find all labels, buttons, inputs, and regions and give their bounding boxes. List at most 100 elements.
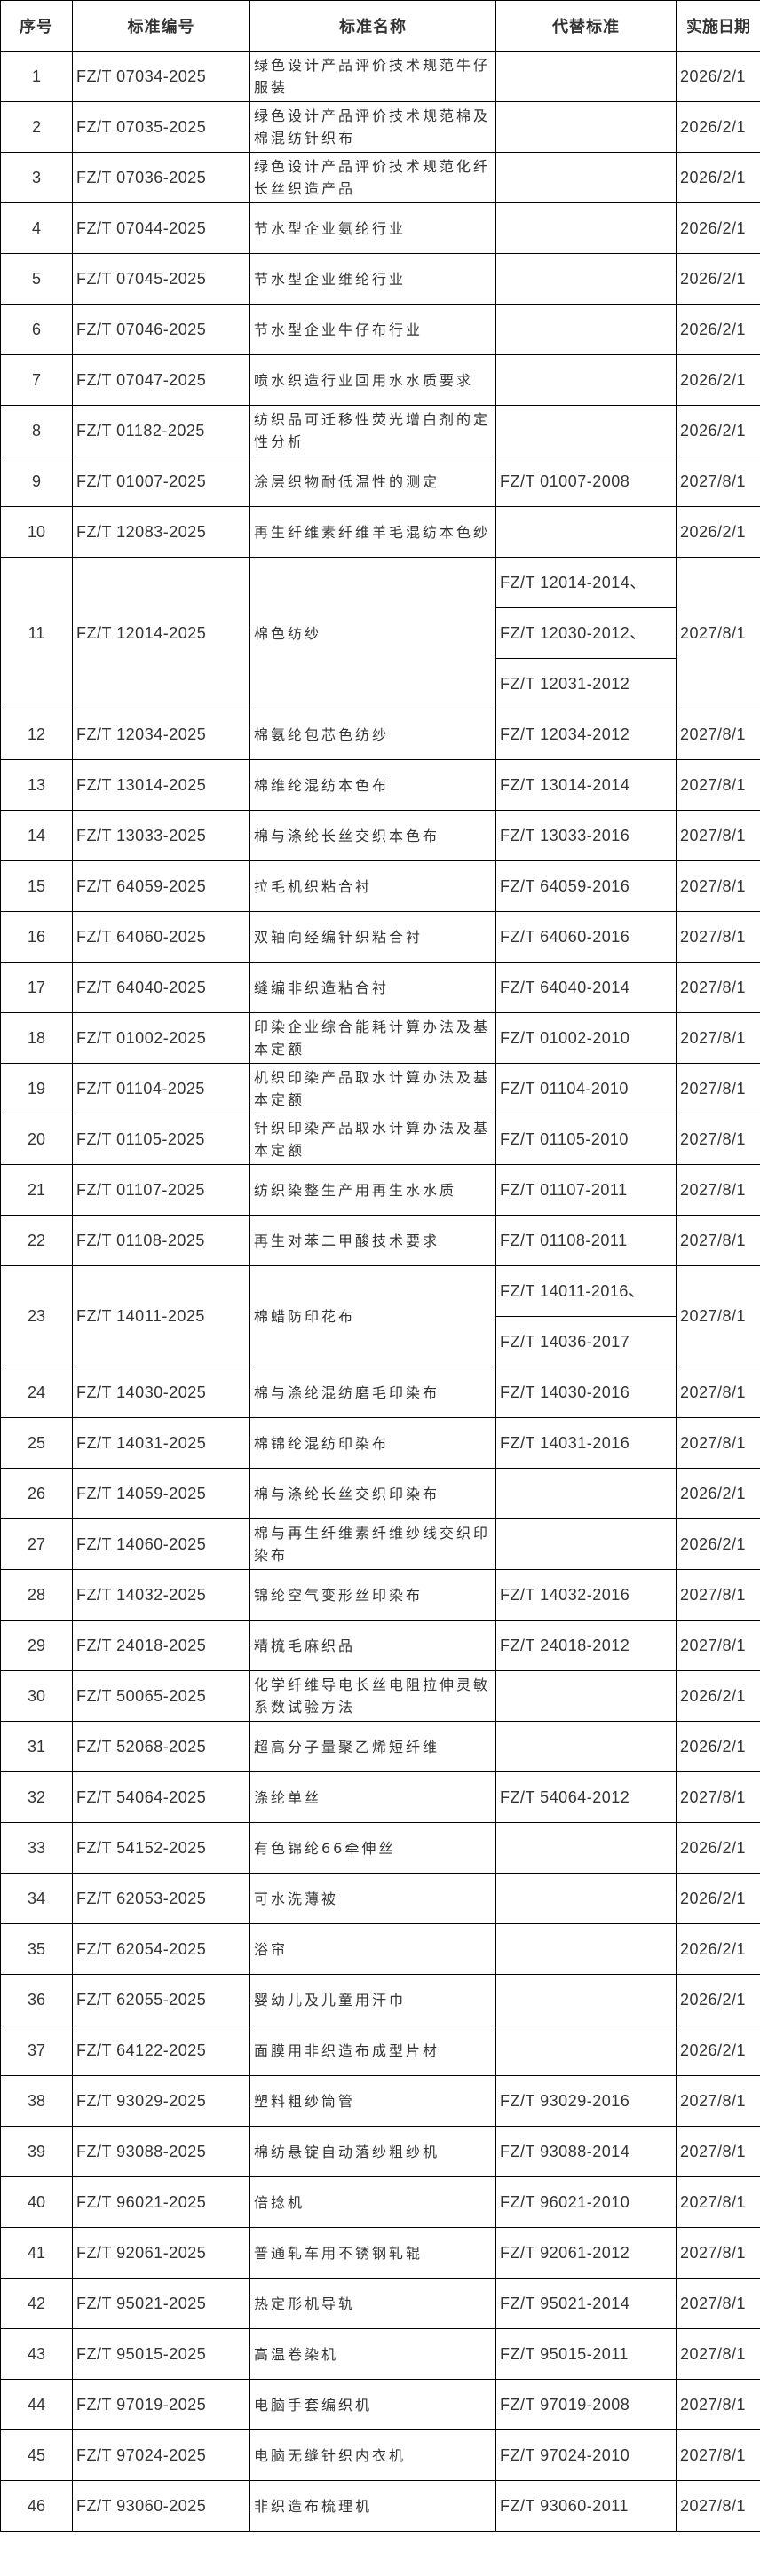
standard-name-cell: 电脑无缝针织内衣机 [249, 2429, 496, 2481]
replaced-standard-cell: FZ/T 96021-2010 [495, 2176, 677, 2228]
standard-name-cell: 高温卷染机 [249, 2328, 496, 2380]
serial-no-cell: 26 [0, 1468, 73, 1519]
table-row: 18 FZ/T 01002-2025 印染企业综合能耗计算办法及基本定额 FZ/T 0… [0, 1012, 760, 1064]
standard-name-cell: 婴幼儿及儿童用汗巾 [249, 1974, 496, 2025]
replaced-standard-cell: FZ/T 01108-2011 [495, 1215, 677, 1266]
replaced-standard-cell [495, 405, 677, 456]
standard-code-cell: FZ/T 12083-2025 [72, 506, 250, 558]
standard-code-cell: FZ/T 62054-2025 [72, 1923, 250, 1975]
table-row: 36 FZ/T 62055-2025 婴幼儿及儿童用汗巾 2026/2/1 [0, 1974, 760, 2025]
standard-name-cell: 锦纶空气变形丝印染布 [249, 1569, 496, 1621]
effective-date-cell: 2026/2/1 [676, 1721, 760, 1772]
serial-no-cell: 7 [0, 354, 73, 406]
table-row: 34 FZ/T 62053-2025 可水洗薄被 2026/2/1 [0, 1873, 760, 1924]
serial-no-cell: 4 [0, 202, 73, 254]
standard-code-cell: FZ/T 54152-2025 [72, 1822, 250, 1874]
effective-date-cell: 2027/8/1 [676, 911, 760, 963]
standard-name-cell: 棉与涤纶长丝交织本色布 [249, 810, 496, 861]
replaced-standard-cell: FZ/T 01104-2010 [495, 1063, 677, 1114]
effective-date-cell: 2026/2/1 [676, 2025, 760, 2076]
standard-name-cell: 节水型企业维纶行业 [249, 253, 496, 305]
table-body: 1 FZ/T 07034-2025 绿色设计产品评价技术规范牛仔服装 2026/2/1… [0, 51, 760, 2532]
effective-date-cell: 2027/8/1 [676, 2075, 760, 2127]
standard-code-cell: FZ/T 62055-2025 [72, 1974, 250, 2025]
effective-date-cell: 2026/2/1 [676, 202, 760, 254]
replaced-standard-cell [495, 202, 677, 254]
standard-name-cell: 塑料粗纱筒管 [249, 2075, 496, 2127]
table-row: 32 FZ/T 54064-2025 涤纶单丝 FZ/T 54064-2012 2027… [0, 1771, 760, 1823]
table-row: 31 FZ/T 52068-2025 超高分子量聚乙烯短纤维 2026/2/1 [0, 1721, 760, 1772]
table-row: 20 FZ/T 01105-2025 针织印染产品取水计算办法及基本定额 FZ/T 0… [0, 1114, 760, 1165]
effective-date-cell: 2027/8/1 [676, 1215, 760, 1266]
standard-code-cell: FZ/T 95021-2025 [72, 2278, 250, 2329]
table-row: 26 FZ/T 14059-2025 棉与涤纶长丝交织印染布 2026/2/1 [0, 1468, 760, 1519]
serial-no-cell: 23 [0, 1265, 73, 1367]
effective-date-cell: 2027/8/1 [676, 1771, 760, 1823]
serial-no-cell: 18 [0, 1012, 73, 1064]
effective-date-cell: 2026/2/1 [676, 354, 760, 406]
standard-name-cell: 绿色设计产品评价技术规范牛仔服装 [249, 51, 496, 102]
effective-date-cell: 2027/8/1 [676, 759, 760, 811]
serial-no-cell: 8 [0, 405, 73, 456]
table-row: 29 FZ/T 24018-2025 精梳毛麻织品 FZ/T 24018-2012 20… [0, 1620, 760, 1671]
standard-code-cell: FZ/T 14060-2025 [72, 1518, 250, 1570]
serial-no-cell: 29 [0, 1620, 73, 1671]
table-row: 37 FZ/T 64122-2025 面膜用非织造布成型片材 2026/2/1 [0, 2025, 760, 2076]
effective-date-cell: 2027/8/1 [676, 557, 760, 709]
standard-code-cell: FZ/T 95015-2025 [72, 2328, 250, 2380]
serial-no-cell: 39 [0, 2126, 73, 2177]
serial-no-cell: 3 [0, 152, 73, 203]
table-row: 45 FZ/T 97024-2025 电脑无缝针织内衣机 FZ/T 97024-201… [0, 2429, 760, 2481]
effective-date-cell: 2027/8/1 [676, 1265, 760, 1367]
standard-code-cell: FZ/T 01107-2025 [72, 1164, 250, 1216]
serial-no-cell: 1 [0, 51, 73, 102]
effective-date-cell: 2026/2/1 [676, 101, 760, 153]
standard-name-cell: 有色锦纶66牵伸丝 [249, 1822, 496, 1874]
table-row: 10 FZ/T 12083-2025 再生纤维素纤维羊毛混纺本色纱 2026/2/1 [0, 506, 760, 558]
standard-code-cell: FZ/T 01007-2025 [72, 456, 250, 507]
standard-name-cell: 可水洗薄被 [249, 1873, 496, 1924]
header-standard-name: 标准名称 [249, 0, 496, 52]
table-row: 12 FZ/T 12034-2025 棉氨纶包芯色纺纱 FZ/T 12034-2012… [0, 709, 760, 760]
standard-name-cell: 非织造布梳理机 [249, 2480, 496, 2532]
effective-date-cell: 2026/2/1 [676, 152, 760, 203]
standard-code-cell: FZ/T 92061-2025 [72, 2227, 250, 2279]
standard-code-cell: FZ/T 07047-2025 [72, 354, 250, 406]
table-row: 38 FZ/T 93029-2025 塑料粗纱筒管 FZ/T 93029-2016 20… [0, 2075, 760, 2127]
table-row: 35 FZ/T 62054-2025 浴帘 2026/2/1 [0, 1923, 760, 1975]
header-effective-date: 实施日期 [676, 0, 760, 52]
replaced-standard-cell: FZ/T 14030-2016 [495, 1367, 677, 1418]
standard-code-cell: FZ/T 07044-2025 [72, 202, 250, 254]
replaced-standard-cell: FZ/T 97019-2008 [495, 2379, 677, 2430]
standard-code-cell: FZ/T 07034-2025 [72, 51, 250, 102]
standard-code-cell: FZ/T 07035-2025 [72, 101, 250, 153]
replaced-standard-cell [495, 304, 677, 355]
serial-no-cell: 35 [0, 1923, 73, 1975]
serial-no-cell: 46 [0, 2480, 73, 2532]
replaced-standard-cell: FZ/T 54064-2012 [495, 1771, 677, 1823]
serial-no-cell: 2 [0, 101, 73, 153]
table-row: 9 FZ/T 01007-2025 涂层织物耐低温性的测定 FZ/T 01007-20… [0, 456, 760, 507]
replaced-standard-cell [495, 1974, 677, 2025]
serial-no-cell: 9 [0, 456, 73, 507]
standard-name-cell: 再生纤维素纤维羊毛混纺本色纱 [249, 506, 496, 558]
effective-date-cell: 2027/8/1 [676, 456, 760, 507]
replaced-standard-cell [495, 1721, 677, 1772]
replaced-standard-cell: FZ/T 13033-2016 [495, 810, 677, 861]
serial-no-cell: 16 [0, 911, 73, 963]
standard-code-cell: FZ/T 07045-2025 [72, 253, 250, 305]
standard-name-cell: 绿色设计产品评价技术规范化纤长丝织造产品 [249, 152, 496, 203]
table-row: 44 FZ/T 97019-2025 电脑手套编织机 FZ/T 97019-2008 2… [0, 2379, 760, 2430]
standard-name-cell: 机织印染产品取水计算办法及基本定额 [249, 1063, 496, 1114]
standard-code-cell: FZ/T 01002-2025 [72, 1012, 250, 1064]
replaced-standard-cell: FZ/T 14031-2016 [495, 1417, 677, 1469]
table-row: 25 FZ/T 14031-2025 棉锦纶混纺印染布 FZ/T 14031-2016… [0, 1417, 760, 1469]
effective-date-cell: 2027/8/1 [676, 1114, 760, 1165]
standard-code-cell: FZ/T 01108-2025 [72, 1215, 250, 1266]
standard-code-cell: FZ/T 01105-2025 [72, 1114, 250, 1165]
serial-no-cell: 44 [0, 2379, 73, 2430]
standard-code-cell: FZ/T 64122-2025 [72, 2025, 250, 2076]
standard-code-cell: FZ/T 93088-2025 [72, 2126, 250, 2177]
standard-name-cell: 纺织染整生产用再生水水质 [249, 1164, 496, 1216]
replaced-standard-cell: FZ/T 64059-2016 [495, 860, 677, 912]
